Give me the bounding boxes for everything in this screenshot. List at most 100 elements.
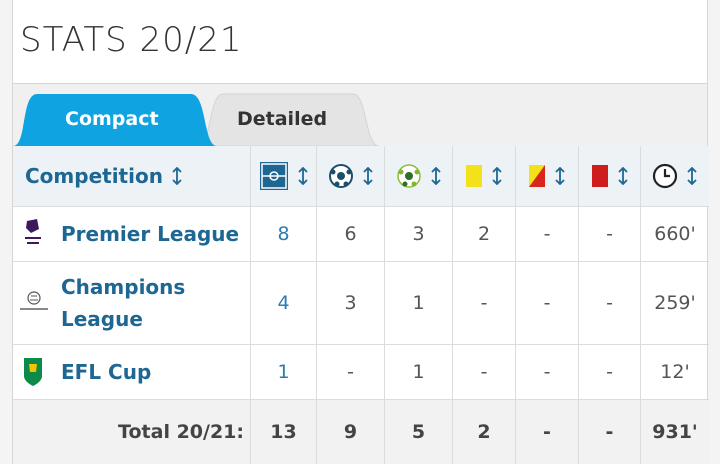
- cell-text: -: [480, 292, 488, 314]
- sort-arrow[interactable]: [297, 167, 309, 185]
- tab-shapes: [13, 93, 380, 146]
- stat-cell: 1: [385, 262, 453, 345]
- cell-text: 6: [344, 223, 357, 245]
- cell-text: -: [347, 361, 354, 383]
- competition-name[interactable]: Premier League: [61, 222, 240, 246]
- competition-cell: Champions League: [13, 262, 251, 345]
- competition-name[interactable]: Champions League: [61, 275, 186, 331]
- efl-cup-logo: [24, 358, 42, 386]
- stat-cell: 3: [317, 262, 385, 345]
- header-icon-cell: [579, 146, 641, 207]
- stat-cell: 12': [641, 345, 709, 400]
- total-cell: 931': [641, 400, 709, 464]
- stat-cell: 3: [385, 207, 453, 262]
- red-card-icon: [591, 165, 608, 187]
- stat-cell: -: [453, 262, 516, 345]
- cell-text: 13: [270, 421, 297, 443]
- cell-text: -: [606, 292, 613, 314]
- cell-text: -: [543, 361, 551, 383]
- stat-cell: 4: [251, 262, 317, 345]
- tab-compact[interactable]: Compact: [65, 108, 159, 130]
- cell-text: -: [543, 292, 551, 314]
- cell-text: -: [605, 421, 614, 443]
- header-icon-cell: [251, 146, 317, 207]
- cell-text: 1: [412, 292, 425, 314]
- total-cell: 2: [453, 400, 516, 464]
- total-label: Total 20/21:: [13, 400, 251, 464]
- stats-table: Competition Premier League 8 6 3 2 - - 660' Champ…: [12, 146, 709, 464]
- total-cell: 13: [251, 400, 317, 464]
- total-cell: 5: [385, 400, 453, 464]
- assists-icon: [396, 164, 421, 188]
- stat-cell: -: [579, 207, 641, 262]
- total-cell: 9: [317, 400, 385, 464]
- stat-cell: -: [579, 262, 641, 345]
- tab-detailed[interactable]: Detailed: [237, 108, 328, 130]
- cell-text: 5: [411, 421, 426, 443]
- cell-text: 12': [660, 361, 690, 383]
- cell-text: -: [606, 361, 613, 383]
- sort-arrow[interactable]: [554, 167, 566, 185]
- second-yellow-icon: [529, 165, 545, 187]
- cell-text: 660': [654, 223, 696, 245]
- cell-text: 1: [412, 361, 425, 383]
- stat-cell: -: [453, 345, 516, 400]
- sort-arrow[interactable]: [171, 167, 183, 185]
- sort-arrow[interactable]: [617, 167, 629, 185]
- sort-arrow[interactable]: [430, 167, 442, 185]
- stat-cell: 1: [251, 345, 317, 400]
- cell-text: 3: [344, 292, 357, 314]
- competition-name[interactable]: EFL Cup: [61, 360, 152, 384]
- competition-cell: Premier League: [13, 207, 251, 262]
- cell-text: 1: [277, 361, 290, 383]
- cell-text: 2: [477, 421, 491, 443]
- header-competition: Competition: [13, 146, 251, 207]
- stat-cell: -: [579, 345, 641, 400]
- header-icon-cell: [516, 146, 579, 207]
- header-icon-cell: [385, 146, 453, 207]
- title-box: [12, 0, 708, 84]
- premier-league-logo: [25, 219, 41, 244]
- cell-text: 2: [477, 223, 491, 245]
- cell-text: 259': [654, 292, 696, 314]
- stat-cell: 259': [641, 262, 709, 345]
- cell-text: 9: [343, 421, 358, 443]
- stat-cell: -: [516, 262, 579, 345]
- header-icon-cell: [453, 146, 516, 207]
- stat-cell: -: [317, 345, 385, 400]
- stat-cell: 660': [641, 207, 709, 262]
- stat-cell: -: [516, 345, 579, 400]
- champions-league-logo: [20, 291, 48, 310]
- stat-cell: 8: [251, 207, 317, 262]
- cell-text: -: [606, 223, 613, 245]
- cell-text: 8: [277, 223, 290, 245]
- header-icon-cell: [317, 146, 385, 207]
- stat-cell: 2: [453, 207, 516, 262]
- cell-text: -: [543, 421, 551, 443]
- total-cell: -: [516, 400, 579, 464]
- competition-cell: EFL Cup: [13, 345, 251, 400]
- stat-cell: 1: [385, 345, 453, 400]
- cell-text: -: [543, 223, 551, 245]
- cell-text: 4: [277, 292, 290, 314]
- stat-cell: 6: [317, 207, 385, 262]
- yellow-card-icon: [466, 165, 482, 187]
- goals-icon: [328, 164, 353, 188]
- cell-text: -: [480, 361, 488, 383]
- sort-arrow[interactable]: [362, 167, 374, 185]
- total-cell: -: [579, 400, 641, 464]
- appearances-icon: [259, 162, 288, 190]
- stat-cell: -: [516, 207, 579, 262]
- compact-tab-shape: [13, 94, 217, 146]
- sort-arrow[interactable]: [686, 167, 698, 185]
- minutes-icon: [652, 163, 678, 189]
- header-text[interactable]: Competition: [25, 164, 163, 188]
- page-title: STATS 20/21: [20, 20, 243, 60]
- cell-text: Total 20/21:: [118, 421, 244, 443]
- sort-arrow[interactable]: [491, 167, 503, 185]
- cell-text: 3: [412, 223, 425, 245]
- cell-text: 931': [652, 421, 698, 443]
- header-icon-cell: [641, 146, 709, 207]
- tab-bar: Compact Detailed: [12, 84, 708, 146]
